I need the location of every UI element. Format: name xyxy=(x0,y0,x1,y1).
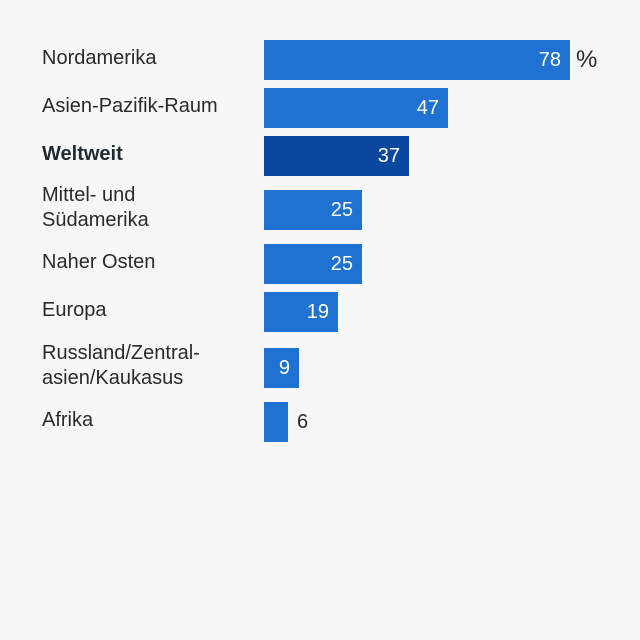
bar xyxy=(264,244,362,284)
category-label: Russland/Zentral- asien/Kaukasus xyxy=(42,342,200,389)
bar xyxy=(264,40,570,80)
data-label: 6 xyxy=(297,411,309,433)
bar xyxy=(264,88,448,128)
data-label: 9 xyxy=(278,357,290,379)
category-label: Naher Osten xyxy=(42,250,156,273)
bar xyxy=(264,348,299,388)
data-label: 19 xyxy=(306,301,329,323)
unit-label: % xyxy=(576,46,598,73)
data-label: 47 xyxy=(416,97,439,119)
category-label: Mittel- und Südamerika xyxy=(42,184,149,231)
bar xyxy=(264,190,362,230)
bar xyxy=(264,136,409,176)
data-label: 37 xyxy=(377,145,400,167)
category-label: Afrika xyxy=(42,408,94,431)
data-label: 25 xyxy=(330,199,353,221)
data-label: 25 xyxy=(330,253,353,275)
data-label: 78 xyxy=(538,49,561,71)
bar xyxy=(264,292,338,332)
category-label: Nordamerika xyxy=(42,46,157,69)
bar xyxy=(264,402,288,442)
category-label: Weltweit xyxy=(42,142,123,165)
category-label: Asien-Pazifik-Raum xyxy=(42,94,218,117)
category-label: Europa xyxy=(42,298,107,321)
